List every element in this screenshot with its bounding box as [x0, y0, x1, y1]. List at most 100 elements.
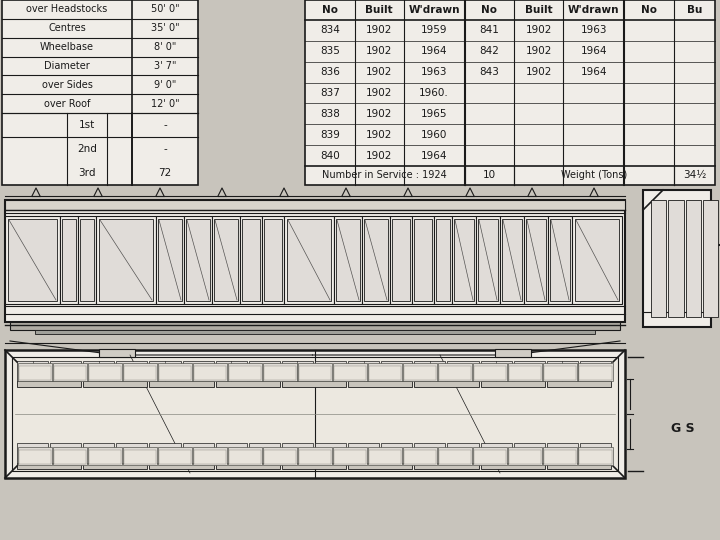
Bar: [414, 381, 479, 387]
Bar: [315, 443, 346, 463]
Bar: [183, 361, 214, 381]
Bar: [447, 361, 479, 381]
Bar: [194, 366, 226, 380]
Bar: [390, 216, 412, 304]
Bar: [478, 219, 498, 301]
Text: 1964: 1964: [421, 151, 447, 160]
Bar: [476, 216, 500, 304]
Bar: [439, 366, 472, 380]
Text: Wheelbase: Wheelbase: [40, 42, 94, 52]
Text: -: -: [163, 120, 167, 130]
Bar: [495, 349, 531, 357]
Bar: [473, 447, 508, 465]
Bar: [412, 216, 434, 304]
Bar: [685, 200, 701, 317]
Bar: [158, 366, 191, 380]
Bar: [282, 443, 313, 463]
Bar: [228, 363, 262, 381]
Bar: [546, 361, 578, 381]
Bar: [158, 450, 191, 464]
Bar: [17, 361, 48, 381]
Text: 8' 0": 8' 0": [154, 42, 176, 52]
Bar: [150, 361, 181, 381]
Text: 836: 836: [320, 67, 340, 77]
Bar: [436, 219, 450, 301]
Bar: [282, 463, 346, 469]
Text: W'drawn: W'drawn: [568, 5, 619, 15]
Bar: [5, 216, 60, 304]
Text: 1902: 1902: [366, 151, 392, 160]
Bar: [17, 447, 52, 465]
Bar: [156, 216, 184, 304]
Bar: [50, 443, 81, 463]
Bar: [333, 447, 367, 465]
Bar: [404, 450, 436, 464]
Text: 1st: 1st: [79, 120, 95, 130]
Bar: [282, 381, 346, 387]
Bar: [480, 463, 545, 469]
Bar: [12, 357, 618, 471]
Text: 1902: 1902: [366, 67, 392, 77]
Bar: [194, 450, 226, 464]
Bar: [99, 219, 153, 301]
Bar: [287, 219, 331, 301]
Bar: [403, 363, 437, 381]
Text: 3' 7": 3' 7": [154, 61, 176, 71]
Bar: [263, 363, 297, 381]
Bar: [305, 0, 715, 185]
Bar: [150, 443, 181, 463]
Bar: [447, 443, 479, 463]
Bar: [299, 366, 331, 380]
Bar: [122, 363, 157, 381]
Text: 1902: 1902: [526, 67, 552, 77]
Text: 9' 0": 9' 0": [154, 80, 176, 90]
Bar: [392, 219, 410, 301]
Bar: [480, 381, 545, 387]
Bar: [315, 361, 346, 381]
Bar: [474, 366, 506, 380]
Bar: [513, 443, 545, 463]
Bar: [216, 361, 247, 381]
Bar: [122, 447, 157, 465]
Bar: [99, 349, 135, 357]
Bar: [284, 216, 334, 304]
Bar: [117, 443, 148, 463]
Bar: [333, 363, 367, 381]
Bar: [546, 381, 611, 387]
Bar: [62, 219, 76, 301]
Text: 1963: 1963: [580, 25, 607, 36]
Bar: [50, 361, 81, 381]
Bar: [298, 363, 332, 381]
Bar: [368, 363, 402, 381]
Bar: [643, 190, 711, 327]
Bar: [509, 366, 541, 380]
Bar: [216, 381, 280, 387]
Bar: [19, 366, 50, 380]
Text: 50' 0": 50' 0": [150, 4, 179, 15]
Bar: [158, 219, 182, 301]
Text: 838: 838: [320, 109, 340, 119]
Bar: [193, 363, 227, 381]
Bar: [500, 216, 524, 304]
Bar: [548, 216, 572, 304]
Text: 1963: 1963: [421, 67, 447, 77]
Bar: [84, 443, 114, 463]
Bar: [17, 363, 52, 381]
Bar: [10, 322, 620, 330]
Bar: [348, 463, 413, 469]
Bar: [212, 216, 240, 304]
Bar: [249, 361, 280, 381]
Bar: [229, 450, 261, 464]
Bar: [509, 450, 541, 464]
Bar: [575, 219, 619, 301]
Bar: [651, 200, 666, 317]
Bar: [524, 216, 548, 304]
Bar: [158, 363, 192, 381]
Bar: [249, 443, 280, 463]
Bar: [572, 216, 622, 304]
Bar: [84, 463, 148, 469]
Text: 835: 835: [320, 46, 340, 56]
Text: Diameter: Diameter: [44, 61, 90, 71]
Bar: [368, 447, 402, 465]
Bar: [124, 450, 156, 464]
